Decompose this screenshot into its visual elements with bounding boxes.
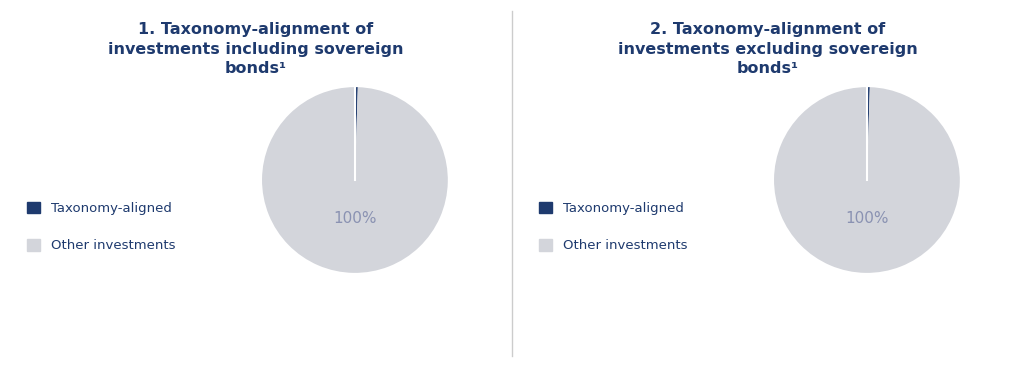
Wedge shape xyxy=(774,87,959,273)
Text: 100%: 100% xyxy=(845,211,889,226)
Wedge shape xyxy=(262,87,447,273)
Legend: Taxonomy-aligned, Other investments: Taxonomy-aligned, Other investments xyxy=(539,202,687,252)
Text: 100%: 100% xyxy=(333,211,377,226)
Text: 2. Taxonomy-alignment of
investments excluding sovereign
bonds¹: 2. Taxonomy-alignment of investments exc… xyxy=(618,22,918,76)
Legend: Taxonomy-aligned, Other investments: Taxonomy-aligned, Other investments xyxy=(27,202,175,252)
Text: 1. Taxonomy-alignment of
investments including sovereign
bonds¹: 1. Taxonomy-alignment of investments inc… xyxy=(109,22,403,76)
Wedge shape xyxy=(867,87,869,180)
Wedge shape xyxy=(355,87,357,180)
